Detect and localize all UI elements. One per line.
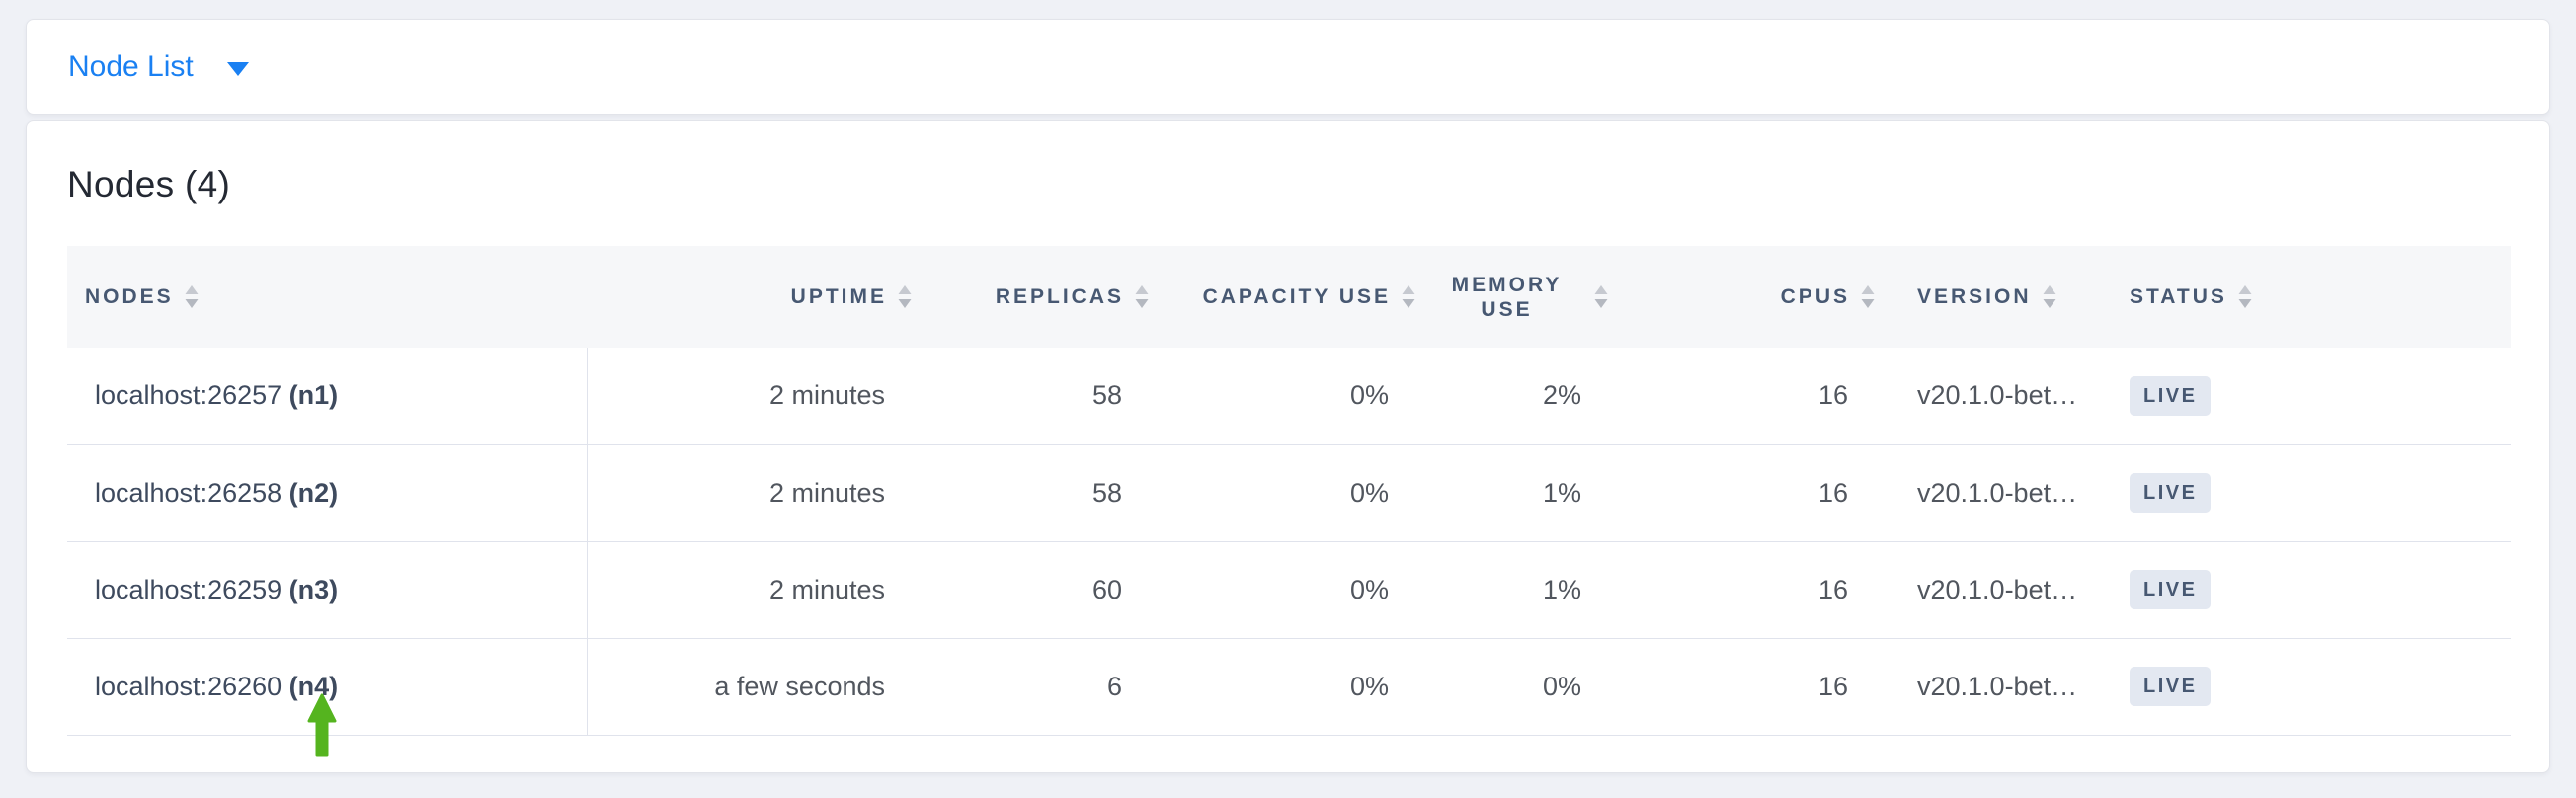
table-row[interactable]: localhost:26259 (n3) 2 minutes 60 0% 1% … xyxy=(67,541,2511,639)
cpus-cell: 16 xyxy=(1623,444,1890,542)
version-cell: v20.1.0-bet… xyxy=(1890,638,2102,736)
capacity-use-cell: 0% xyxy=(1164,348,1430,445)
column-header-label: CAPACITY USE xyxy=(1202,285,1391,308)
table-row[interactable]: localhost:26258 (n2) 2 minutes 58 0% 1% … xyxy=(67,444,2511,542)
annotation-arrow-up-icon xyxy=(307,693,337,757)
nodes-cell: localhost:26257 (n1) xyxy=(67,348,588,445)
uptime-cell: 2 minutes xyxy=(587,541,926,639)
nodes-card: Nodes (4) NODES UPTIME REPLICAS xyxy=(26,120,2550,773)
sort-icon xyxy=(1402,285,1415,308)
status-cell: LIVE xyxy=(2102,348,2511,445)
memory-use-cell: 2% xyxy=(1430,348,1623,445)
column-header-status[interactable]: STATUS xyxy=(2102,246,2511,348)
memory-use-cell: 1% xyxy=(1430,444,1623,542)
column-header-nodes[interactable]: NODES xyxy=(67,246,587,348)
cpus-cell: 16 xyxy=(1623,638,1890,736)
node-address: localhost:26258 xyxy=(95,477,289,508)
nodes-table: NODES UPTIME REPLICAS CAPACITY USE xyxy=(67,246,2511,736)
node-address: localhost:26257 xyxy=(95,380,289,411)
table-row[interactable]: localhost:26257 (n1) 2 minutes 58 0% 2% … xyxy=(67,348,2511,445)
capacity-use-cell: 0% xyxy=(1164,444,1430,542)
sort-icon xyxy=(898,285,912,308)
node-id: (n1) xyxy=(288,380,339,411)
status-badge: LIVE xyxy=(2130,667,2212,706)
node-id: (n4) xyxy=(288,671,339,701)
sort-icon xyxy=(185,285,199,308)
node-id: (n2) xyxy=(288,477,339,508)
replicas-cell: 58 xyxy=(926,348,1164,445)
column-header-capacity[interactable]: CAPACITY USE xyxy=(1164,246,1430,348)
version-cell: v20.1.0-bet… xyxy=(1890,541,2102,639)
column-header-label: CPUS xyxy=(1780,285,1850,308)
cpus-cell: 16 xyxy=(1623,348,1890,445)
column-header-cpus[interactable]: CPUS xyxy=(1623,246,1890,348)
table-header: NODES UPTIME REPLICAS CAPACITY USE xyxy=(67,246,2511,348)
nodes-cell: localhost:26258 (n2) xyxy=(67,444,588,542)
version-cell: v20.1.0-bet… xyxy=(1890,444,2102,542)
page-toolbar: Node List xyxy=(26,19,2550,115)
status-cell: LIVE xyxy=(2102,444,2511,542)
replicas-cell: 58 xyxy=(926,444,1164,542)
column-header-label: REPLICAS xyxy=(995,285,1124,308)
uptime-cell: 2 minutes xyxy=(587,444,926,542)
uptime-cell: a few seconds xyxy=(587,638,926,736)
status-badge: LIVE xyxy=(2130,570,2212,609)
node-address: localhost:26260 xyxy=(95,671,289,701)
memory-use-cell: 0% xyxy=(1430,638,1623,736)
cpus-cell: 16 xyxy=(1623,541,1890,639)
view-selector-label: Node List xyxy=(68,49,194,83)
node-address: localhost:26259 xyxy=(95,574,289,604)
sort-icon xyxy=(1594,285,1608,308)
capacity-use-cell: 0% xyxy=(1164,541,1430,639)
column-header-label: STATUS xyxy=(2130,285,2227,308)
version-cell: v20.1.0-bet… xyxy=(1890,348,2102,445)
sort-icon xyxy=(2238,285,2252,308)
table-row[interactable]: localhost:26260 (n4) a few seconds 6 0% … xyxy=(67,638,2511,736)
column-header-uptime[interactable]: UPTIME xyxy=(587,246,926,348)
column-header-label: VERSION xyxy=(1917,285,2032,308)
sort-icon xyxy=(1135,285,1149,308)
column-header-replicas[interactable]: REPLICAS xyxy=(926,246,1164,348)
memory-use-cell: 1% xyxy=(1430,541,1623,639)
replicas-cell: 6 xyxy=(926,638,1164,736)
column-header-label: UPTIME xyxy=(790,285,887,308)
status-cell: LIVE xyxy=(2102,541,2511,639)
replicas-cell: 60 xyxy=(926,541,1164,639)
column-header-label: NODES xyxy=(85,285,174,308)
chevron-down-icon xyxy=(226,61,249,76)
capacity-use-cell: 0% xyxy=(1164,638,1430,736)
sort-icon xyxy=(2043,285,2056,308)
view-selector-dropdown[interactable]: Node List xyxy=(68,49,249,85)
column-header-version[interactable]: VERSION xyxy=(1890,246,2102,348)
sort-icon xyxy=(1861,285,1875,308)
status-badge: LIVE xyxy=(2130,473,2212,513)
uptime-cell: 2 minutes xyxy=(587,348,926,445)
page-title: Nodes (4) xyxy=(67,164,231,204)
status-cell: LIVE xyxy=(2102,638,2511,736)
column-header-memory[interactable]: MEMORY USE xyxy=(1430,246,1623,348)
nodes-cell: localhost:26259 (n3) xyxy=(67,541,588,639)
column-header-label: MEMORY USE xyxy=(1451,273,1563,321)
status-badge: LIVE xyxy=(2130,375,2212,416)
node-id: (n3) xyxy=(288,574,339,604)
